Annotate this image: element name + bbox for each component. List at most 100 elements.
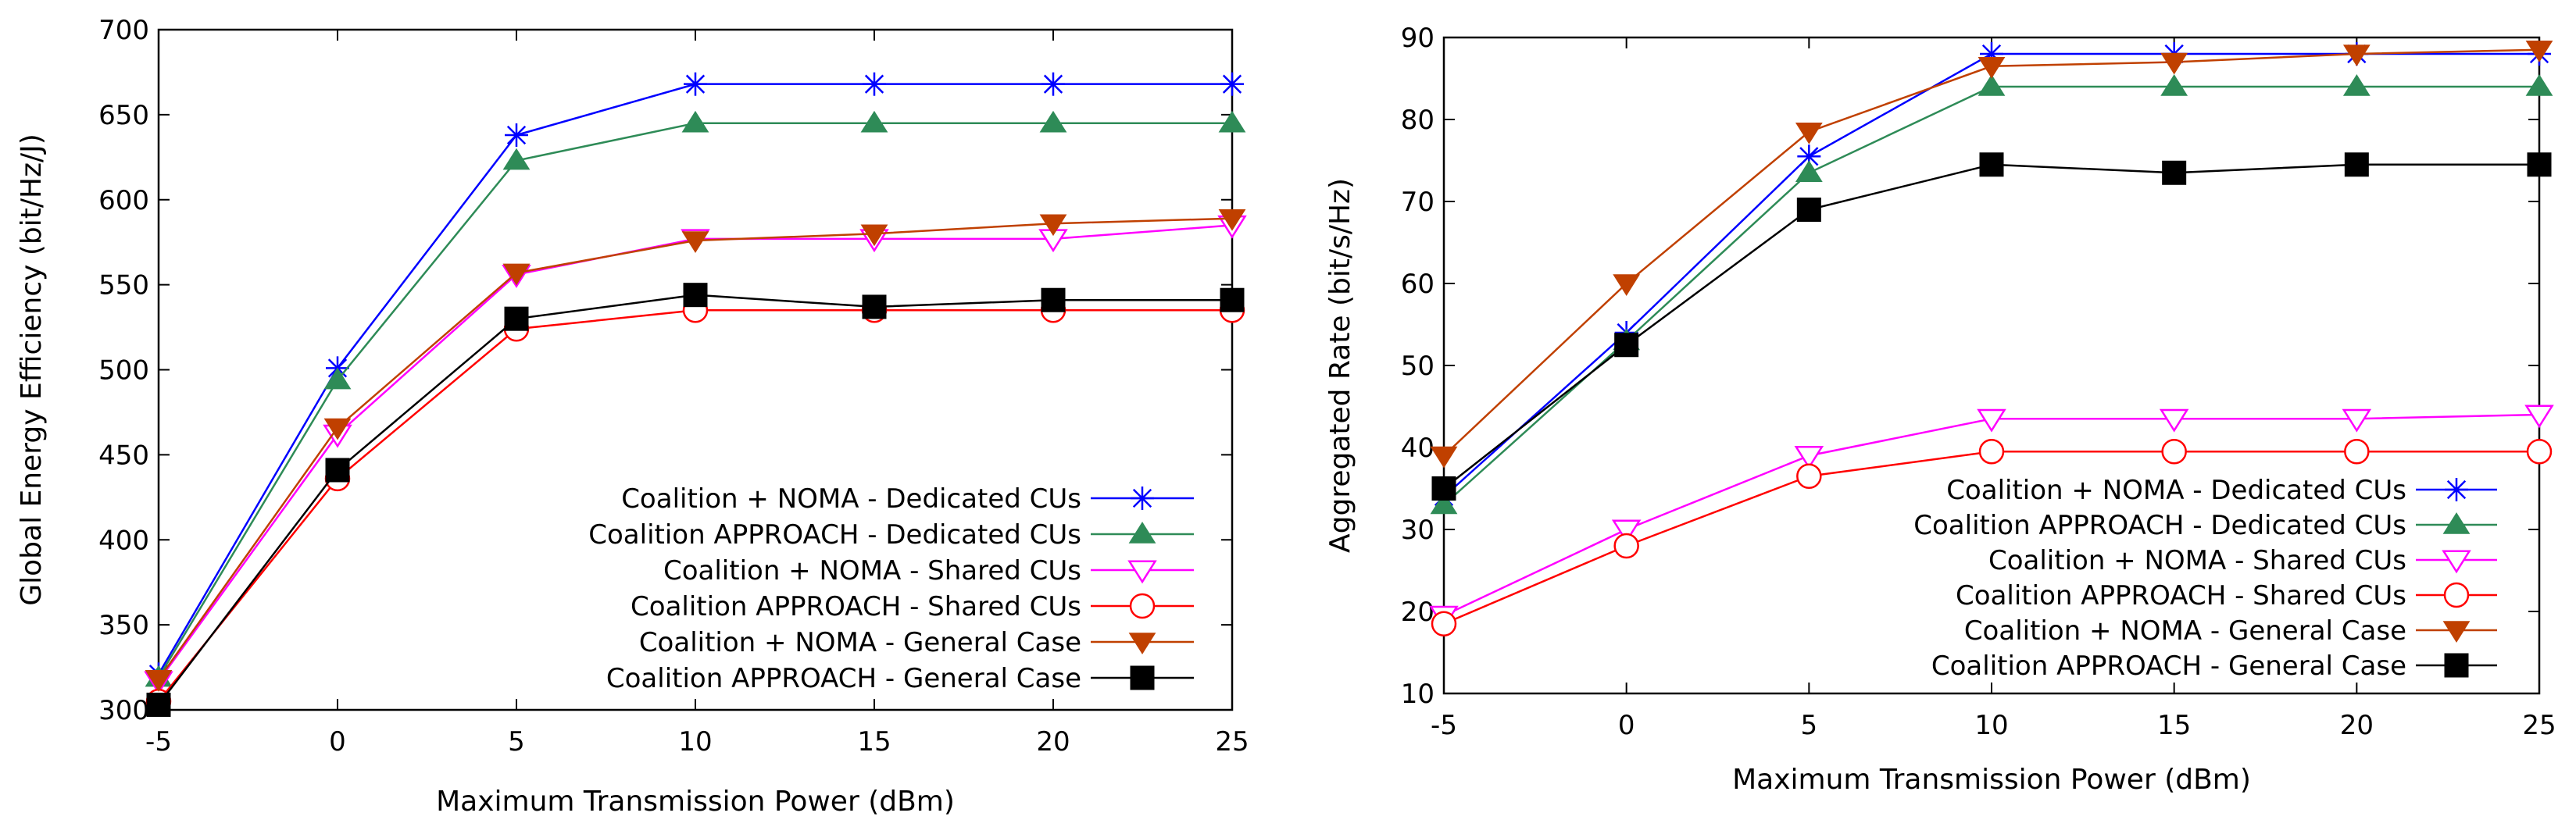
legend-marker — [2442, 512, 2471, 534]
x-tick-label: 5 — [508, 726, 525, 757]
x-tick-label: -5 — [1431, 710, 1457, 741]
legend-label: Coalition APPROACH - Dedicated CUs — [588, 519, 1081, 551]
legend-marker — [2442, 621, 2471, 643]
x-tick-label: 20 — [1036, 726, 1070, 757]
data-point — [681, 110, 709, 133]
legend-label: Coalition + NOMA - Shared CUs — [1988, 545, 2406, 576]
data-point — [2160, 52, 2188, 75]
data-point — [1039, 110, 1067, 133]
data-point — [1795, 123, 1823, 144]
legend-marker — [2443, 582, 2470, 608]
y-tick-label: 90 — [1401, 23, 1434, 54]
data-point — [2342, 408, 2372, 433]
data-point — [2527, 152, 2552, 177]
x-tick-label: -5 — [145, 726, 172, 757]
data-point — [1796, 463, 1822, 489]
y-tick-label: 700 — [98, 15, 149, 46]
y-tick-label: 60 — [1401, 269, 1434, 300]
x-tick-label: 0 — [1618, 710, 1635, 741]
legend-label: Coalition APPROACH - General Case — [1931, 651, 2406, 682]
y-tick-label: 600 — [98, 185, 149, 216]
data-point — [684, 72, 707, 96]
data-point — [1039, 214, 1067, 237]
x-tick-label: 5 — [1801, 710, 1818, 741]
legend-label: Coalition + NOMA - Dedicated CUs — [621, 483, 1081, 515]
legend-marker — [1129, 593, 1156, 619]
x-tick-label: 15 — [857, 726, 891, 757]
y-tick-label: 450 — [98, 440, 149, 471]
chart-energy: 300 350 400 450 500 550 600 650 700 -5 0 5 10 15 20 25 M… — [16, 15, 1249, 818]
data-point — [1431, 476, 1456, 501]
data-point — [1611, 519, 1642, 544]
data-point — [1613, 533, 1639, 559]
legend-label: Coalition + NOMA - General Case — [639, 627, 1081, 658]
data-point — [1978, 439, 2005, 465]
legend-label: Coalition + NOMA - Shared CUs — [663, 555, 1081, 586]
y-tick-label: 400 — [98, 525, 149, 556]
series-line — [1443, 48, 2540, 457]
y-tick-label: 650 — [98, 100, 149, 131]
legend-label: Coalition + NOMA - General Case — [1964, 615, 2406, 647]
data-point — [2525, 74, 2553, 96]
data-point — [502, 148, 531, 170]
data-point — [2162, 160, 2187, 185]
y-tick-label: 70 — [1401, 187, 1434, 218]
data-point — [860, 224, 888, 247]
data-point — [1431, 611, 1457, 636]
series-0 — [1432, 42, 2551, 508]
series-5 — [1431, 152, 2552, 501]
y-tick-label: 550 — [98, 270, 149, 301]
legend-label: Coalition APPROACH - Dedicated CUs — [1913, 510, 2406, 541]
legend: Coalition + NOMA - Dedicated CUs Coalitio… — [1913, 475, 2497, 682]
y-tick-label: 40 — [1401, 433, 1434, 464]
data-point — [1041, 287, 1066, 312]
data-point — [1220, 287, 1245, 312]
data-point — [2161, 439, 2187, 465]
y-tick-label: 50 — [1401, 351, 1434, 382]
data-point — [323, 367, 352, 390]
y-tick-label: 500 — [98, 355, 149, 387]
y-tick-label: 20 — [1401, 597, 1434, 628]
data-point — [2342, 45, 2371, 66]
series-4 — [145, 209, 1246, 692]
data-point — [1220, 72, 1244, 96]
y-tick-label: 300 — [98, 695, 149, 726]
data-point — [323, 418, 352, 440]
x-tick-label: 20 — [2340, 710, 2374, 741]
y-axis-label: Aggregated Rate (bit/s/Hz) — [1324, 178, 1356, 553]
data-point — [1977, 408, 2006, 433]
legend-label: Coalition + NOMA - Dedicated CUs — [1946, 475, 2406, 506]
legend-marker — [1130, 665, 1155, 690]
legend-marker — [1128, 633, 1156, 654]
data-point — [1041, 72, 1065, 96]
data-point — [1979, 152, 2004, 177]
legend-marker — [2445, 478, 2468, 501]
data-point — [2525, 41, 2553, 62]
data-point — [1978, 57, 2006, 79]
legend-marker — [2442, 550, 2471, 574]
y-tick-label: 80 — [1401, 105, 1434, 136]
legend-marker — [1128, 522, 1156, 544]
data-point — [2344, 439, 2370, 465]
x-tick-label: 25 — [1215, 726, 1249, 757]
legend-marker — [1131, 487, 1154, 510]
data-point — [860, 110, 888, 133]
data-point — [863, 72, 886, 96]
data-point — [1430, 446, 1458, 469]
legend-label: Coalition APPROACH - Shared CUs — [631, 591, 1081, 622]
data-point — [2160, 74, 2188, 96]
data-point — [2524, 405, 2554, 429]
series-3 — [1431, 439, 2553, 636]
series-5 — [146, 283, 1245, 717]
data-point — [2159, 408, 2189, 433]
data-point — [862, 294, 887, 319]
data-point — [1430, 492, 1458, 515]
series-4 — [1430, 41, 2553, 469]
legend-label: Coalition APPROACH - Shared CUs — [1956, 580, 2406, 611]
legend-label: Coalition APPROACH - General Case — [606, 663, 1081, 694]
data-point — [502, 263, 531, 286]
data-point — [504, 306, 529, 331]
data-point — [681, 231, 709, 253]
legend-marker — [1127, 560, 1157, 584]
data-point — [1796, 198, 1821, 222]
